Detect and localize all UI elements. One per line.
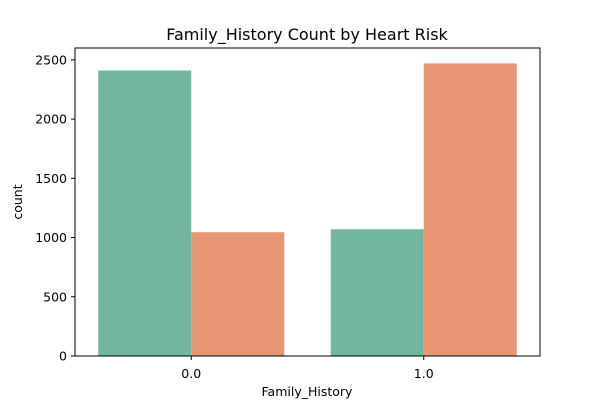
y-axis-label: count [10, 184, 25, 219]
bar-series-1-category-1 [423, 63, 517, 357]
plot-area-frame [74, 47, 541, 357]
bar-series-0-category-1 [330, 229, 424, 356]
y-tick-label: 1000 [35, 230, 67, 245]
x-axis-ticks: 0.0 1.0 [181, 356, 434, 381]
chart-title: Family_History Count by Heart Risk [166, 25, 448, 45]
x-axis-label: Family_History [262, 384, 354, 399]
bar-series-0-category-0 [98, 70, 192, 356]
y-tick-label: 0 [59, 349, 67, 364]
x-tick-label: 1.0 [414, 366, 434, 381]
y-tick-label: 2000 [35, 112, 67, 127]
bar-series-1-category-0 [191, 232, 285, 356]
y-tick-label: 2500 [35, 52, 67, 67]
y-tick-label: 500 [43, 289, 67, 304]
y-axis-ticks: 0 500 1000 1500 2000 2500 [35, 52, 75, 364]
y-tick-label: 1500 [35, 171, 67, 186]
x-tick-label: 0.0 [181, 366, 201, 381]
bars-group [98, 63, 517, 357]
